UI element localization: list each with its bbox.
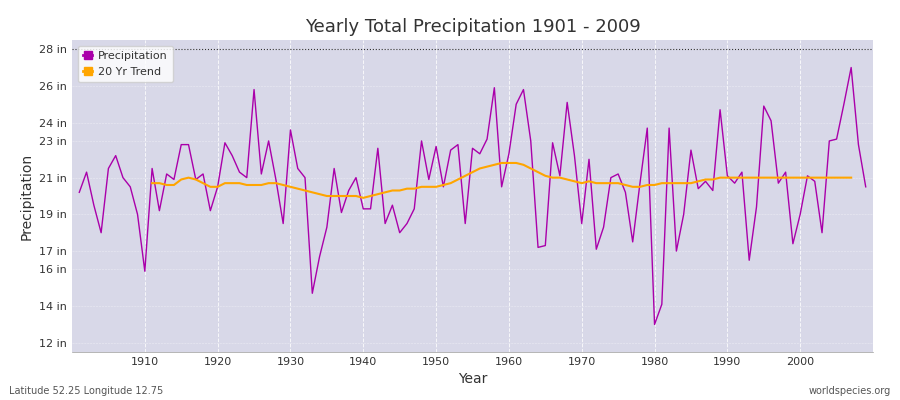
Text: Latitude 52.25 Longitude 12.75: Latitude 52.25 Longitude 12.75	[9, 386, 163, 396]
Title: Yearly Total Precipitation 1901 - 2009: Yearly Total Precipitation 1901 - 2009	[304, 18, 641, 36]
Text: worldspecies.org: worldspecies.org	[809, 386, 891, 396]
X-axis label: Year: Year	[458, 372, 487, 386]
Y-axis label: Precipitation: Precipitation	[20, 152, 33, 240]
Legend: Precipitation, 20 Yr Trend: Precipitation, 20 Yr Trend	[77, 46, 173, 82]
